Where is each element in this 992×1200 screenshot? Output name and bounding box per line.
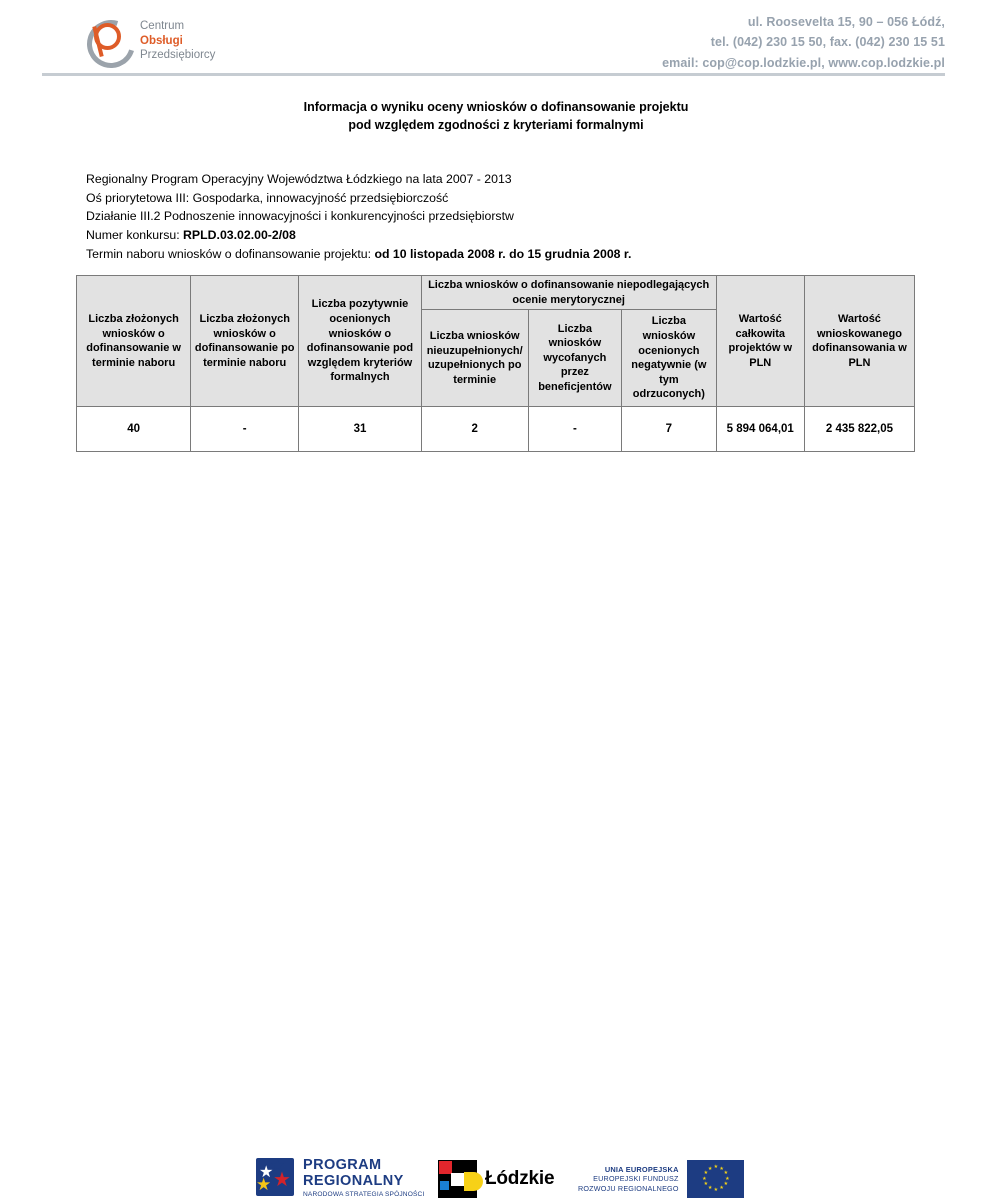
eu-flag-star-icon: ★	[707, 1185, 713, 1192]
cop-logo-line-2: Obsługi	[140, 34, 183, 47]
lodzkie-logo: Łódzkie	[438, 1159, 555, 1199]
program-regionalny-logo: ★ ★ ★ ★ PROGRAM REGIONALNY NARODOWA STRA…	[256, 1156, 424, 1200]
cell-submitted-after-deadline: -	[190, 406, 300, 453]
contact-details: ul. Roosevelta 15, 90 – 056 Łódź, tel. (…	[662, 12, 945, 73]
lodzkie-blue-shape	[440, 1181, 449, 1190]
programme-details: Regionalny Program Operacyjny Województw…	[86, 170, 876, 263]
program-regionalny-line-3: NARODOWA STRATEGIA SPÓJNOŚCI	[303, 1190, 425, 1198]
cell-positively-assessed: 31	[298, 406, 422, 453]
cell-negatively-assessed: 7	[621, 406, 717, 453]
column-header-withdrawn-by-beneficiaries: Liczba wniosków wycofanych przez benefic…	[527, 309, 623, 408]
cell-not-supplemented: 2	[420, 406, 529, 453]
lodzkie-yellow-shape	[464, 1172, 483, 1191]
column-header-total-project-value: Wartość całkowita projektów w PLN	[715, 274, 805, 408]
star-red-icon: ★	[273, 1169, 291, 1191]
column-header-requested-funding-value: Wartość wnioskowanego dofinansowania w P…	[803, 274, 916, 408]
contact-address: ul. Roosevelta 15, 90 – 056 Łódź,	[747, 15, 945, 29]
page-title-line-2: pod względem zgodności z kryteriami form…	[348, 118, 644, 133]
lodzkie-white-shape	[451, 1173, 464, 1186]
eu-flag-star-icon: ★	[707, 1165, 713, 1172]
eu-logo-line-2: EUROPEJSKI FUNDUSZ	[593, 1174, 679, 1184]
eu-flag-star-icon: ★	[723, 1181, 729, 1188]
program-regionalny-line-2: REGIONALNY	[303, 1172, 404, 1189]
table-body: 40 - 31 2 - 7 5 894 064,01 2 435 822,05	[75, 406, 916, 453]
eu-flag-star-icon: ★	[719, 1185, 724, 1192]
program-regionalny-line-1: PROGRAM	[303, 1157, 382, 1174]
eu-flag-star-icon: ★	[703, 1181, 709, 1188]
lodzkie-emblem-icon	[438, 1160, 483, 1198]
cell-total-project-value: 5 894 064,01	[715, 406, 805, 453]
stars-emblem-icon: ★ ★ ★ ★	[256, 1156, 296, 1198]
column-group-header-not-subject-to-merit-assessment: Liczba wniosków o dofinansowanie niepodl…	[420, 274, 717, 311]
eu-flag-star-icon: ★	[723, 1169, 729, 1176]
footer-logo-bar: ★ ★ ★ ★ PROGRAM REGIONALNY NARODOWA STRA…	[0, 575, 992, 1198]
competition-number-row: Numer konkursu: RPLD.03.02.00-2/08	[86, 226, 876, 245]
eu-flag-icon: ★ ★ ★ ★ ★ ★ ★ ★ ★ ★ ★ ★	[686, 1160, 744, 1198]
programme-name: Regionalny Program Operacyjny Województw…	[86, 172, 512, 186]
logo-p-loop-shape	[94, 23, 121, 50]
cop-logo-wordmark: Centrum Obsługi Przedsiębiorcy	[140, 19, 215, 63]
column-header-submitted-in-time: Liczba złożonych wniosków o dofinansowan…	[75, 274, 192, 408]
eu-flag-star-icon: ★	[703, 1169, 709, 1176]
submission-period-label: Termin naboru wniosków o dofinansowanie …	[86, 246, 375, 261]
cop-logo-mark-icon	[78, 11, 144, 77]
star-yellow-icon: ★	[256, 1175, 272, 1194]
contact-email-website: email: cop@cop.lodzkie.pl, www.cop.lodzk…	[662, 55, 945, 70]
table-row: 40 - 31 2 - 7 5 894 064,01 2 435 822,05	[75, 406, 916, 453]
submission-period-value: od 10 listopada 2008 r. do 15 grudnia 20…	[374, 246, 632, 261]
cell-withdrawn-by-beneficiaries: -	[527, 406, 623, 453]
table-header-row-2: Liczba wniosków nieuzupełnionych/ uzupeł…	[77, 309, 915, 408]
column-header-negatively-assessed: Liczba wniosków ocenionych negatywnie (w…	[621, 309, 717, 408]
eu-logo-line-3: ROZWOJU REGIONALNEGO	[578, 1183, 679, 1193]
eu-flag-star-icon: ★	[719, 1165, 724, 1172]
cell-submitted-in-time: 40	[75, 406, 192, 453]
eu-flag-star-icon: ★	[702, 1175, 707, 1182]
cop-logo-line-1: Centrum	[140, 19, 185, 32]
assessment-results-table: Liczba złożonych wniosków o dofinansowan…	[75, 274, 916, 453]
program-regionalny-wordmark: PROGRAM REGIONALNY NARODOWA STRATEGIA SP…	[303, 1157, 425, 1198]
column-header-submitted-after-deadline: Liczba złożonych wniosków o dofinansowan…	[190, 274, 300, 408]
page-title: Informacja o wyniku oceny wniosków o dof…	[0, 98, 992, 134]
european-union-logo: UNIA EUROPEJSKA EUROPEJSKI FUNDUSZ ROZWO…	[578, 1159, 744, 1199]
page-title-line-1: Informacja o wyniku oceny wniosków o dof…	[303, 100, 689, 114]
cop-logo-line-3: Przedsiębiorcy	[140, 49, 216, 62]
table-header: Liczba złożonych wniosków o dofinansowan…	[75, 274, 916, 408]
table-header-row-1: Liczba złożonych wniosków o dofinansowan…	[75, 274, 916, 408]
submission-period-row: Termin naboru wniosków o dofinansowanie …	[86, 245, 876, 264]
contact-phone-fax: tel. (042) 230 15 50, fax. (042) 230 15 …	[710, 35, 945, 50]
eu-flag-star-icon: ★	[725, 1175, 730, 1182]
priority-axis: Oś priorytetowa III: Gospodarka, innowac…	[86, 190, 449, 205]
eu-flag-star-icon: ★	[713, 1187, 719, 1193]
lodzkie-wordmark: Łódzkie	[485, 1168, 555, 1189]
column-header-not-supplemented: Liczba wniosków nieuzupełnionych/ uzupeł…	[420, 309, 529, 408]
measure: Działanie III.2 Podnoszenie innowacyjnoś…	[86, 209, 514, 224]
competition-number-label: Numer konkursu:	[86, 228, 184, 243]
eu-logo-line-1: UNIA EUROPEJSKA	[604, 1164, 679, 1174]
column-header-positively-assessed: Liczba pozytywnie ocenionych wniosków o …	[298, 274, 422, 408]
header-divider	[42, 73, 945, 76]
competition-number-value: RPLD.03.02.00-2/08	[183, 228, 296, 243]
letterhead: Centrum Obsługi Przedsiębiorcy ul. Roose…	[0, 0, 992, 78]
cop-logo: Centrum Obsługi Przedsiębiorcy	[78, 11, 265, 77]
european-union-wordmark: UNIA EUROPEJSKA EUROPEJSKI FUNDUSZ ROZWO…	[578, 1165, 679, 1193]
cell-requested-funding-value: 2 435 822,05	[803, 406, 916, 453]
eu-flag-star-icon: ★	[713, 1164, 719, 1170]
